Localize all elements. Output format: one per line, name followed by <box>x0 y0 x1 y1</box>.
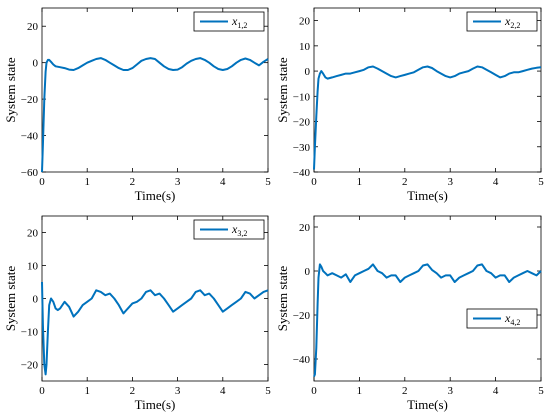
x-tick-label: 4 <box>493 176 499 188</box>
y-tick-label: −40 <box>293 354 311 366</box>
legend-label: x1,2 <box>231 14 247 30</box>
legend-label: x2,2 <box>504 14 520 30</box>
x-tick-label: 2 <box>402 176 408 188</box>
subplot-1: 0 1 2 3 4 5 −60 −40 −20 0 20 Time(s) System state x1,… <box>3 7 271 203</box>
legend-box <box>193 11 265 32</box>
x-tick-label: 4 <box>220 385 226 397</box>
y-tick-label: 0 <box>305 266 311 278</box>
legend: x3,2 <box>193 219 265 240</box>
x-axis-label: Time(s) <box>135 188 176 203</box>
x-tick-label: 0 <box>39 176 45 188</box>
y-tick-label: 0 <box>305 66 311 78</box>
subplot-4: 0 1 2 3 4 5 −40 −20 0 20 Time(s) System state x4,2 <box>275 215 544 412</box>
x-tick-label: 1 <box>84 176 90 188</box>
x-tick-label: 3 <box>175 176 181 188</box>
x-tick-label: 0 <box>311 385 317 397</box>
x-tick-label: 5 <box>265 176 271 188</box>
y-axis-label: System state <box>275 266 290 332</box>
subplot-3: 0 1 2 3 4 5 −20 −10 0 10 20 Time(s) System state x3,2 <box>3 215 271 412</box>
y-tick-label: 20 <box>27 228 39 240</box>
legend: x4,2 <box>466 308 538 329</box>
x-tick-label: 1 <box>357 385 363 397</box>
x-tick-label: 5 <box>538 176 544 188</box>
y-tick-label: 0 <box>33 58 39 70</box>
y-axis-label: System state <box>3 266 18 332</box>
x-axis-label: Time(s) <box>407 188 448 203</box>
series-line <box>313 263 542 377</box>
x-tick-label: 0 <box>311 176 317 188</box>
x-tick-label: 1 <box>84 385 90 397</box>
x-tick-label: 2 <box>402 385 408 397</box>
plot-area <box>313 215 542 382</box>
x-tick-label: 3 <box>175 385 181 397</box>
series-line <box>313 65 542 170</box>
y-tick-label: −20 <box>293 117 311 129</box>
y-axis-label: System state <box>275 57 290 123</box>
subplot-2: 0 1 2 3 4 5 −40 −30 −20 −10 0 10 20 Time(s) System sta… <box>275 7 544 203</box>
y-tick-label: 20 <box>299 222 311 234</box>
series-line <box>41 57 269 173</box>
x-tick-label: 2 <box>130 385 136 397</box>
legend: x2,2 <box>466 11 538 32</box>
y-tick-label: 20 <box>27 21 39 33</box>
x-tick-label: 0 <box>39 385 45 397</box>
x-tick-label: 3 <box>447 385 453 397</box>
legend-box <box>466 11 538 32</box>
y-tick-label: 10 <box>299 41 311 53</box>
series-line <box>41 281 269 376</box>
y-tick-label: 10 <box>27 261 39 273</box>
x-tick-label: 4 <box>220 176 226 188</box>
x-tick-label: 4 <box>493 385 499 397</box>
y-tick-label: 0 <box>33 294 39 306</box>
plot-area <box>313 7 542 173</box>
x-tick-label: 2 <box>130 176 136 188</box>
y-tick-label: −10 <box>293 91 311 103</box>
y-tick-label: −60 <box>21 167 39 179</box>
legend-label: x4,2 <box>504 311 520 327</box>
x-axis-label: Time(s) <box>135 397 176 412</box>
x-tick-label: 3 <box>447 176 453 188</box>
legend-label: x3,2 <box>231 222 247 238</box>
x-axis-label: Time(s) <box>407 397 448 412</box>
x-tick-label: 1 <box>357 176 363 188</box>
x-tick-label: 5 <box>538 385 544 397</box>
legend-box <box>466 308 538 329</box>
y-tick-label: −40 <box>293 167 311 179</box>
y-axis-label: System state <box>3 57 18 123</box>
y-tick-label: −20 <box>21 94 39 106</box>
y-tick-label: −10 <box>21 327 39 339</box>
legend-box <box>193 219 265 240</box>
x-tick-label: 5 <box>265 385 271 397</box>
plot-area <box>41 215 269 382</box>
plot-area <box>41 7 269 173</box>
y-tick-label: −30 <box>293 142 311 154</box>
y-tick-label: 20 <box>299 16 311 28</box>
y-tick-label: −20 <box>21 360 39 372</box>
legend: x1,2 <box>193 11 265 32</box>
y-tick-label: −40 <box>21 131 39 143</box>
y-tick-label: −20 <box>293 310 311 322</box>
